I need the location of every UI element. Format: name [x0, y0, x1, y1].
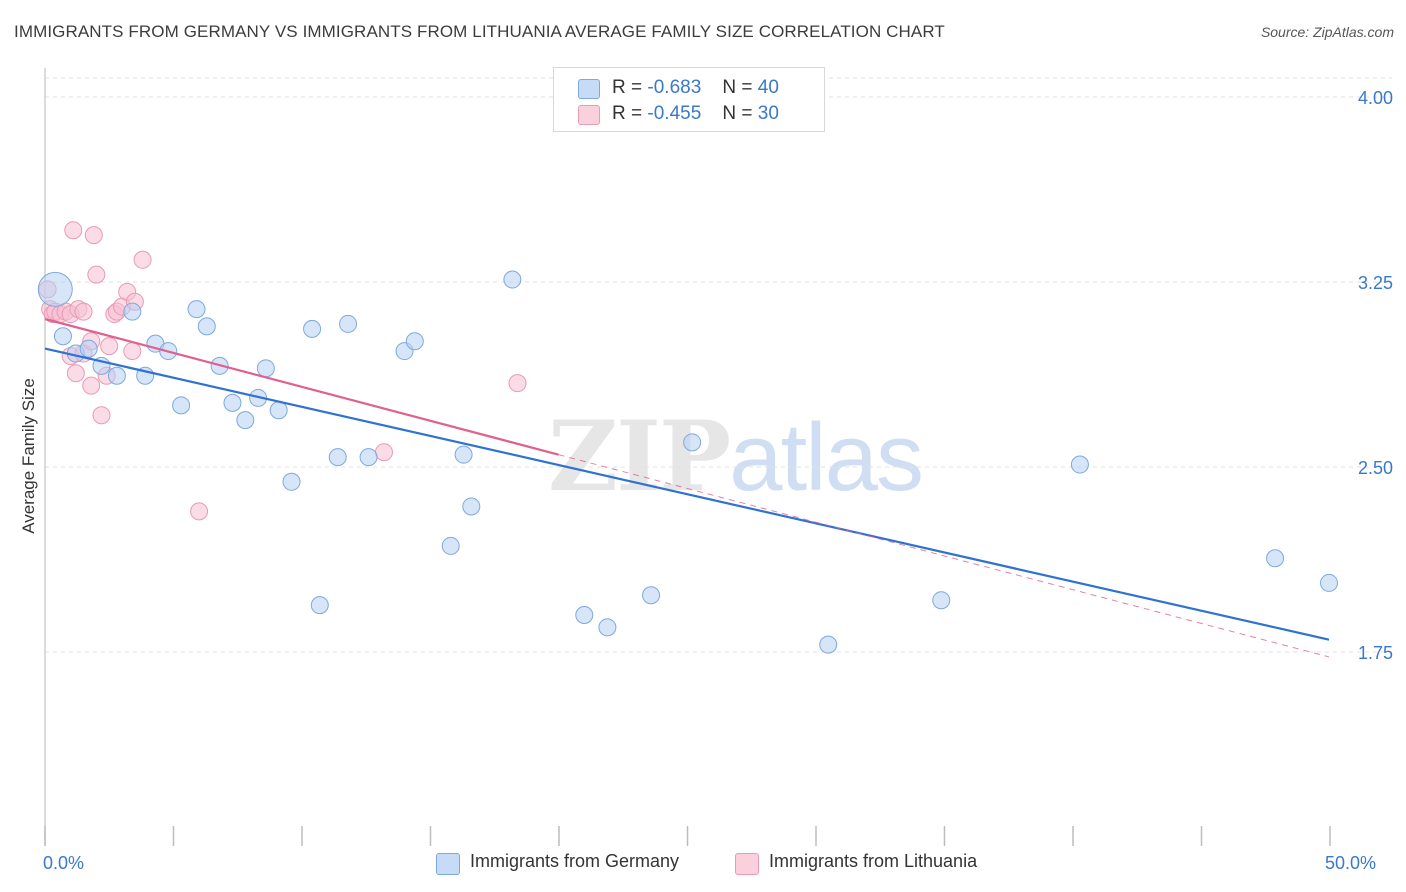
germany-point	[269, 401, 288, 420]
germany-point	[79, 339, 98, 358]
lithuania-point	[190, 502, 209, 521]
lithuania-point	[64, 221, 83, 240]
x-axis-min-label: 0.0%	[43, 853, 85, 873]
lithuania-trend-line	[44, 317, 559, 456]
germany-r-label: R =	[612, 77, 643, 98]
germany-point	[503, 270, 522, 289]
germany-point	[598, 618, 617, 637]
lithuania-point	[123, 342, 142, 361]
lithuania-point	[92, 406, 111, 425]
legend-lithuania-swatch	[735, 853, 759, 875]
lithuania-point	[100, 337, 119, 356]
lithuania-point	[84, 226, 103, 245]
germany-point	[37, 271, 73, 307]
germany-n-value: 40	[757, 77, 779, 98]
germany-point	[303, 319, 322, 338]
legend-lithuania-label: Immigrants from Lithuania	[769, 851, 978, 871]
x-axis-max-label: 50.0%	[1325, 853, 1377, 873]
germany-point	[328, 448, 347, 467]
germany-point	[172, 396, 191, 415]
germany-point	[462, 497, 481, 516]
germany-swatch	[578, 79, 600, 99]
germany-point	[339, 314, 358, 333]
germany-point	[187, 300, 206, 319]
lithuania-point	[87, 265, 106, 284]
lithuania-point	[74, 302, 93, 321]
lithuania-n-value: 30	[757, 103, 779, 124]
germany-point	[683, 433, 702, 452]
lithuania-r-value: -0.455	[647, 103, 702, 124]
y-tick-label: 4.00	[1358, 88, 1393, 108]
y-tick-label: 1.75	[1358, 643, 1393, 663]
germany-r-value: -0.683	[647, 77, 702, 98]
y-tick-label: 3.25	[1358, 273, 1393, 293]
chart-title: IMMIGRANTS FROM GERMANY VS IMMIGRANTS FR…	[14, 22, 945, 41]
germany-point	[53, 327, 72, 346]
lithuania-point	[66, 364, 85, 383]
germany-point	[197, 317, 216, 336]
germany-point	[819, 635, 838, 654]
germany-point	[405, 332, 424, 351]
germany-point	[123, 302, 142, 321]
lithuania-point	[374, 443, 393, 462]
lithuania-r-label: R =	[612, 103, 643, 124]
germany-point	[441, 536, 460, 555]
germany-point	[454, 445, 473, 464]
legend-germany-label: Immigrants from Germany	[470, 851, 680, 871]
germany-point	[107, 366, 126, 385]
germany-point	[310, 596, 329, 615]
lithuania-point	[82, 376, 101, 395]
germany-point	[236, 411, 255, 430]
germany-point	[223, 393, 242, 412]
lithuania-point	[508, 374, 527, 393]
lithuania-trend-extension	[558, 454, 1330, 658]
germany-point	[575, 606, 594, 624]
stats-box: R = -0.683 N = 40 R = -0.455 N = 30	[553, 67, 825, 132]
germany-trend-line	[44, 347, 1330, 641]
germany-point	[1320, 573, 1338, 592]
germany-point	[359, 448, 378, 467]
lithuania-point	[133, 250, 152, 269]
germany-point	[282, 472, 301, 491]
y-axis-label: Average Family Size	[19, 378, 38, 534]
germany-point	[1266, 549, 1285, 568]
germany-point	[1070, 455, 1089, 474]
source-label: Source: ZipAtlas.com	[1260, 24, 1394, 40]
germany-point	[932, 591, 951, 610]
germany-point	[256, 359, 275, 378]
germany-n-label: N =	[722, 77, 753, 98]
germany-point	[642, 586, 661, 605]
lithuania-n-label: N =	[722, 103, 753, 124]
legend-germany-swatch	[436, 853, 460, 875]
y-tick-label: 2.50	[1358, 458, 1393, 478]
lithuania-swatch	[578, 105, 600, 125]
